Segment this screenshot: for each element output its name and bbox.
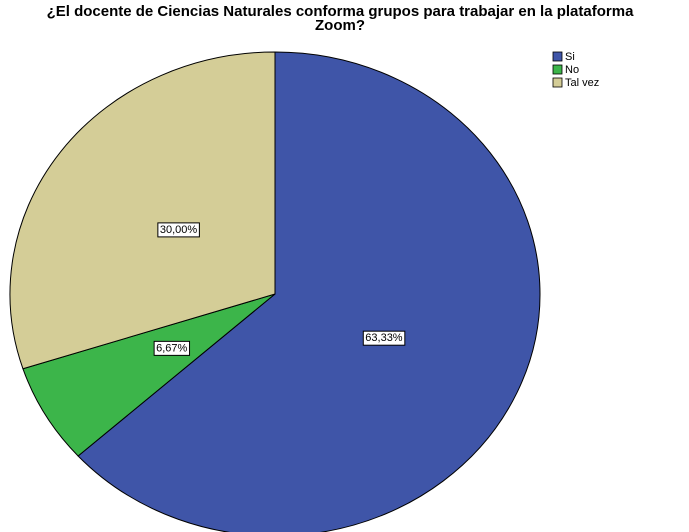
pie-slice xyxy=(22,293,276,457)
data-label: 6,67% xyxy=(156,342,187,354)
label-box xyxy=(362,330,406,346)
legend-swatch xyxy=(552,51,563,62)
legend-label: Si xyxy=(565,51,575,63)
legend-label: No xyxy=(565,64,579,76)
chart-title: ¿El docente de Ciencias Naturales confor… xyxy=(46,3,634,34)
legend-label: Tal vez xyxy=(565,77,599,89)
data-label: 63,33% xyxy=(365,332,403,344)
legend-swatch xyxy=(552,77,563,88)
pie-slice xyxy=(77,51,541,532)
legend-swatch xyxy=(552,64,563,75)
label-box xyxy=(157,222,200,238)
pie-slice xyxy=(9,51,276,370)
data-label: 30,00% xyxy=(160,224,198,236)
label-box xyxy=(153,340,191,356)
